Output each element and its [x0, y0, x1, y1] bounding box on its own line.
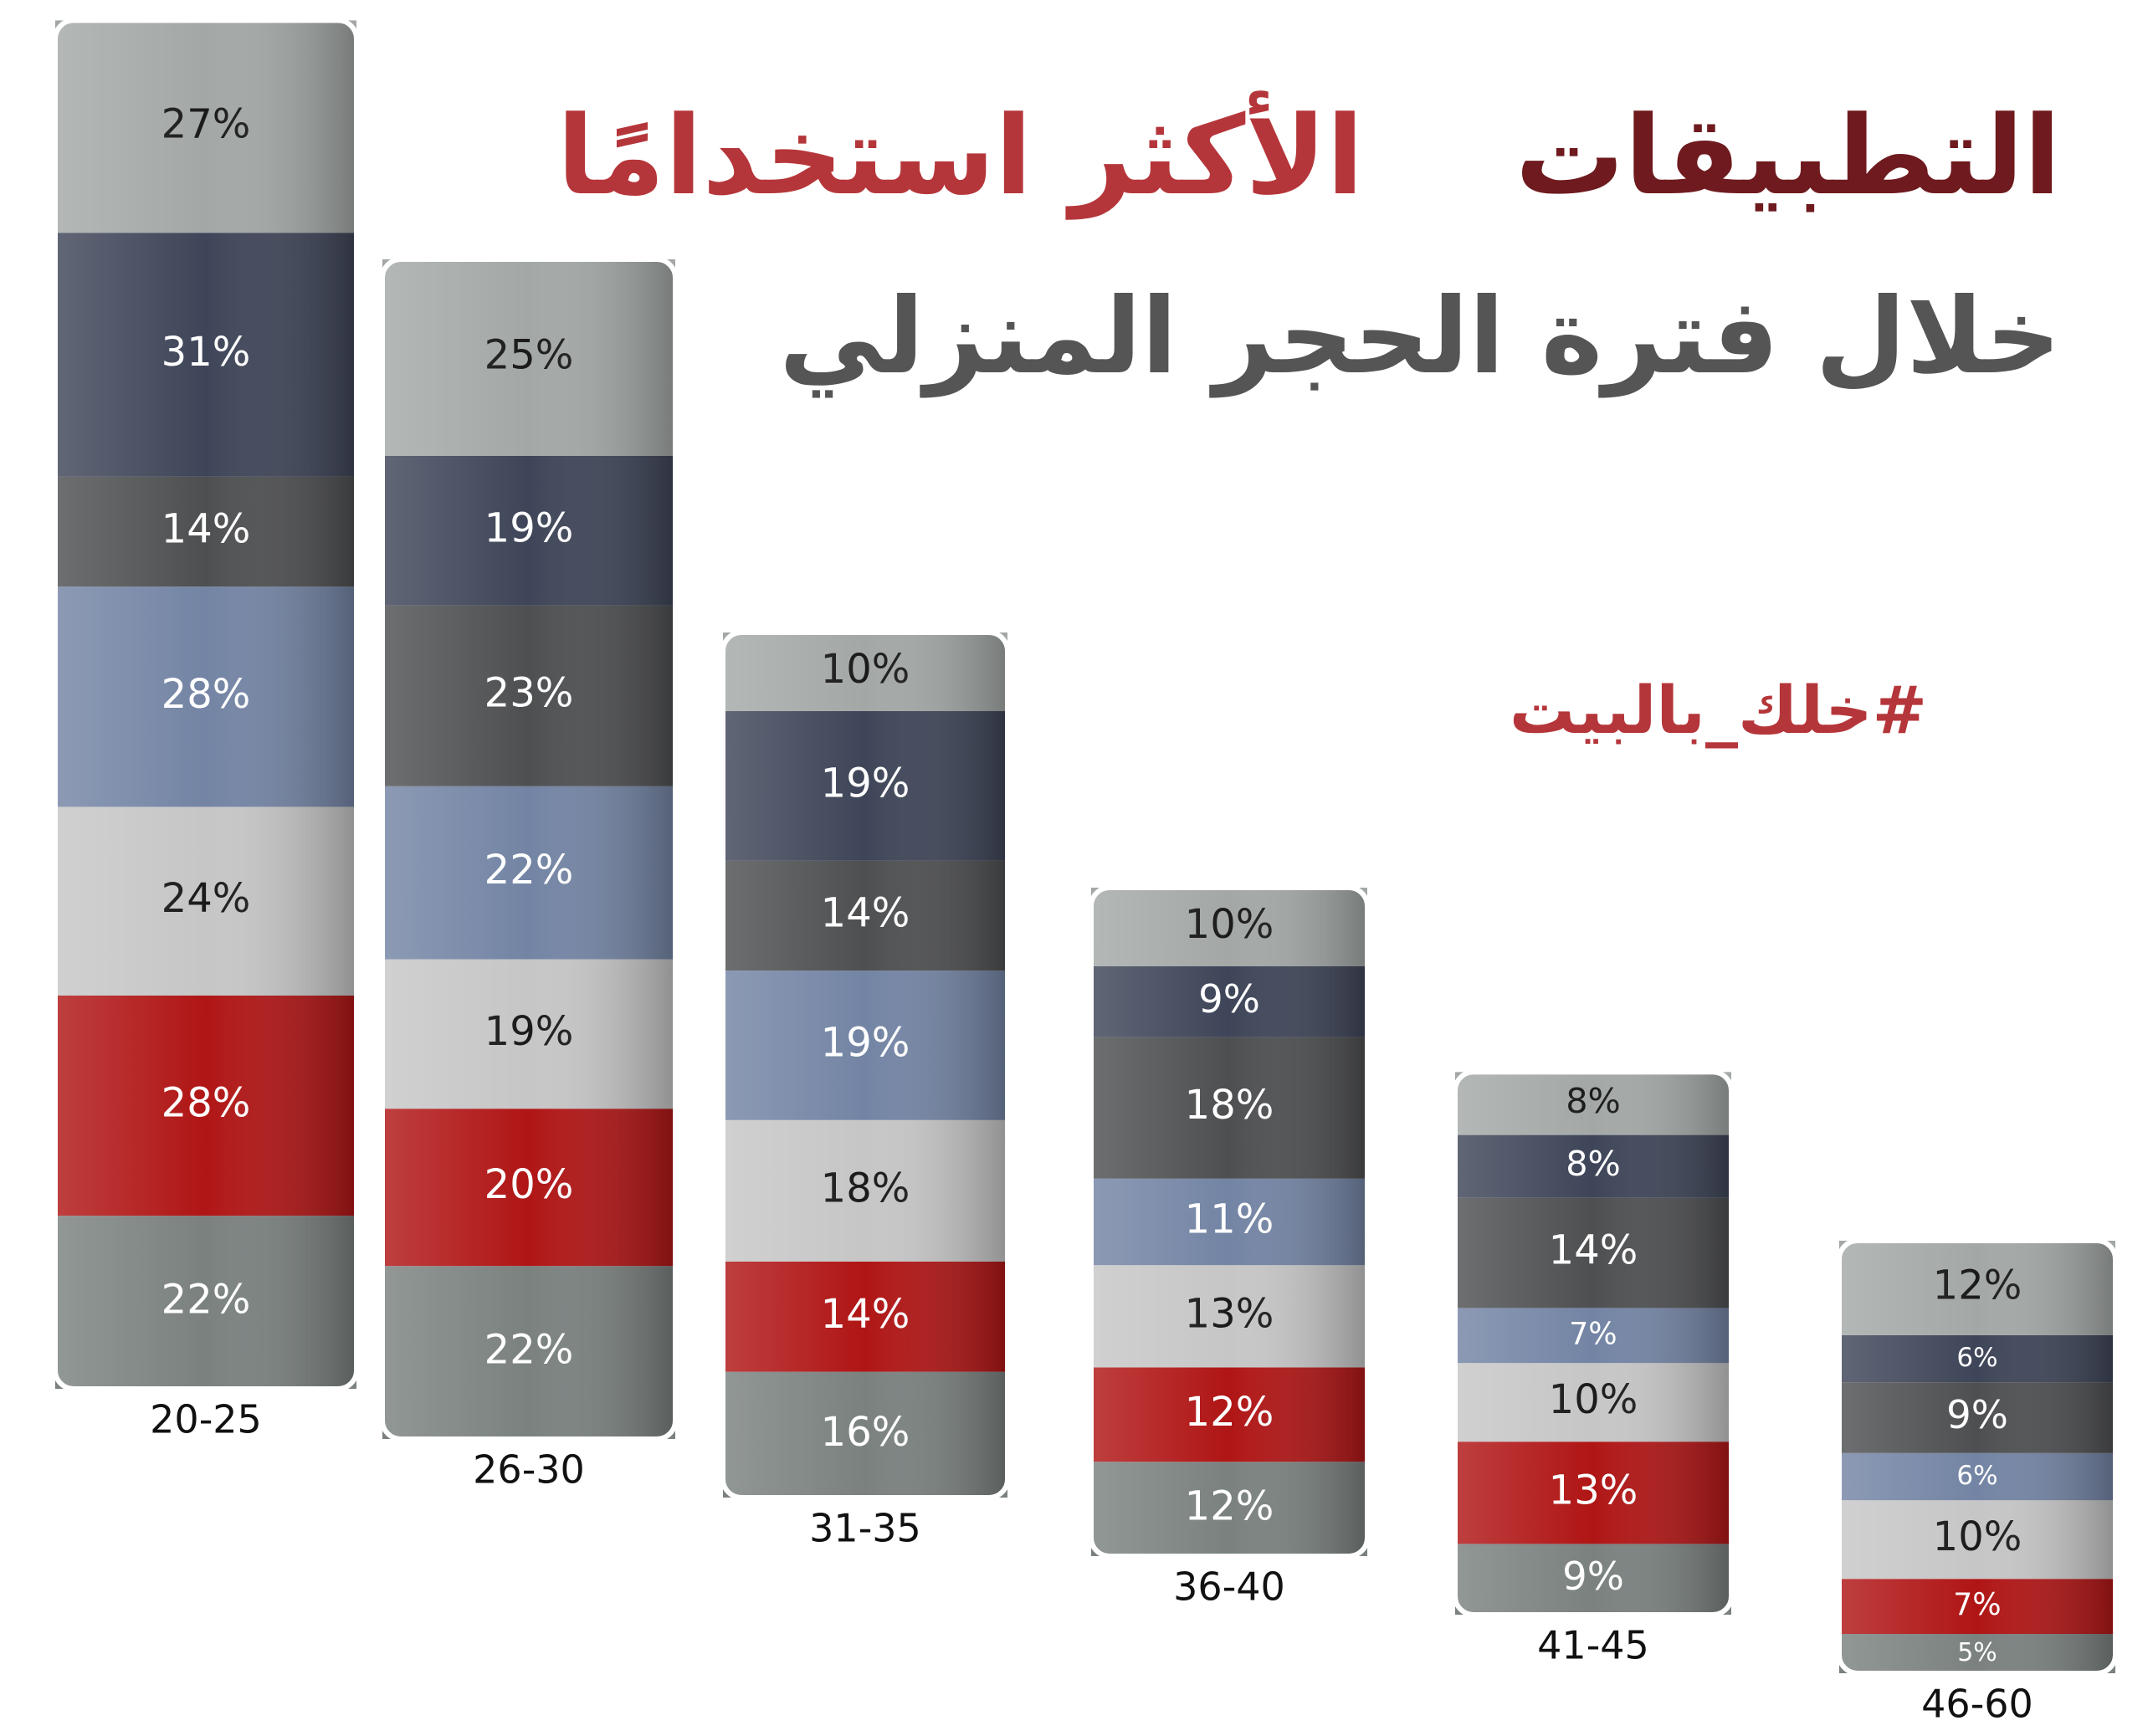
- bar-group: 22%28%24%28%14%31%27%: [53, 18, 359, 1391]
- bar-outline: [53, 18, 359, 1391]
- bar-group: 12%12%13%11%18%9%10%: [1089, 885, 1370, 1559]
- bar-outline: [720, 630, 1010, 1500]
- bar-group: 5%7%10%6%9%6%12%: [1837, 1238, 2118, 1676]
- bar-shade: [723, 632, 1007, 1498]
- hashtag: #خلك_بالبيت: [1509, 673, 1927, 749]
- x-tick-label: 41-45: [1537, 1623, 1649, 1668]
- bar-outline: [380, 257, 678, 1442]
- title-part: التطبيقات: [1515, 92, 2061, 219]
- title-part: الأكثر استخدامًا: [556, 92, 1364, 219]
- bar-outline: [1837, 1238, 2118, 1676]
- bar-shade: [1455, 1072, 1731, 1615]
- bar-shade: [1839, 1241, 2115, 1673]
- x-tick-label: 26-30: [473, 1447, 585, 1493]
- bar-outline: [1453, 1069, 1734, 1617]
- bar-outline: [1089, 885, 1370, 1559]
- x-tick-label: 31-35: [809, 1506, 921, 1551]
- chart-subtitle: خلال فترة الحجر المنزلي: [779, 276, 2061, 397]
- x-tick-label: 46-60: [1921, 1682, 2033, 1727]
- x-tick-label: 36-40: [1173, 1564, 1285, 1610]
- bar-shade: [382, 259, 675, 1439]
- bar-shade: [55, 20, 356, 1389]
- bar-group: 9%13%10%7%14%8%8%: [1453, 1069, 1734, 1617]
- x-tick-label: 20-25: [150, 1397, 262, 1442]
- chart-title: التطبيقات الأكثر استخدامًا: [556, 92, 2061, 219]
- bar-group: 22%20%19%22%23%19%25%: [380, 257, 678, 1442]
- bar-shade: [1091, 888, 1367, 1556]
- bar-group: 16%14%18%19%14%19%10%: [720, 630, 1010, 1500]
